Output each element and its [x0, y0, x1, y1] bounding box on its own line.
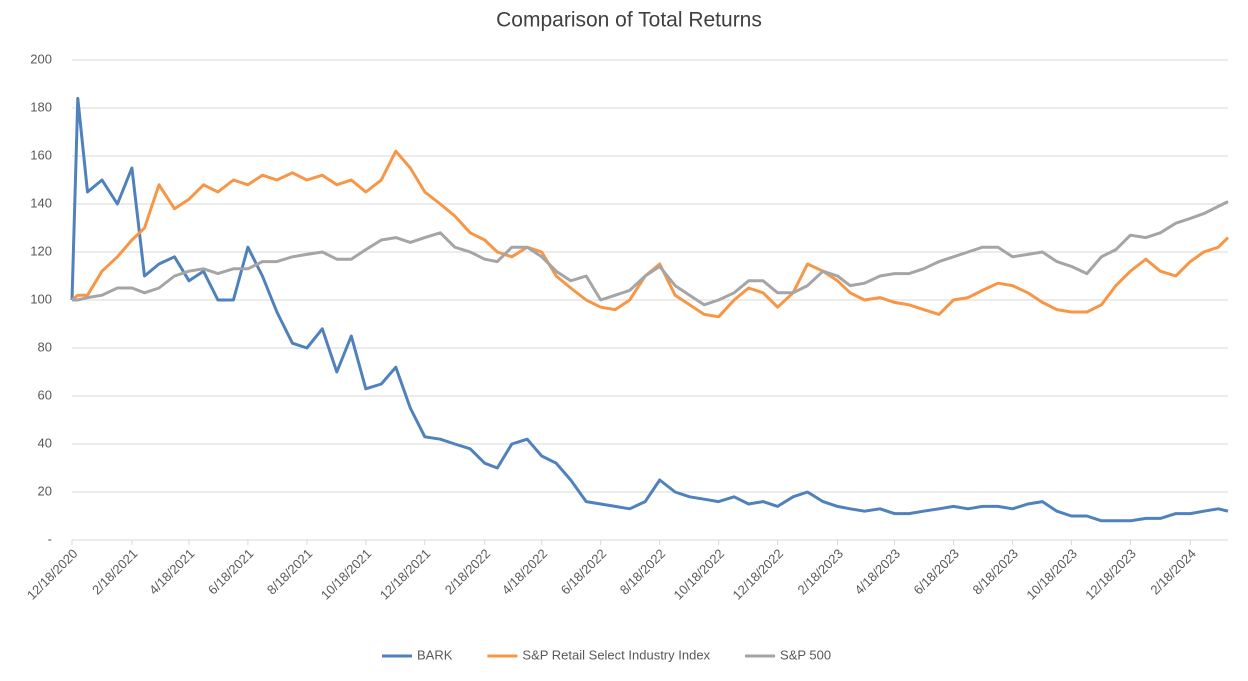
x-tick-label: 12/18/2022	[730, 546, 787, 603]
x-tick-label: 6/18/2021	[205, 546, 257, 598]
x-tick-label: 6/18/2022	[558, 546, 610, 598]
x-tick-label: 12/18/2021	[377, 546, 434, 603]
y-tick-label: -	[48, 531, 52, 546]
y-tick-label: 140	[30, 195, 52, 210]
y-tick-label: 80	[38, 339, 52, 354]
x-tick-label: 8/18/2022	[617, 546, 669, 598]
x-tick-label: 8/18/2021	[264, 546, 316, 598]
legend-label: BARK	[417, 647, 453, 662]
y-tick-label: 40	[38, 435, 52, 450]
x-tick-label: 10/18/2021	[318, 546, 375, 603]
legend-label: S&P 500	[780, 647, 831, 662]
legend: BARK S&P Retail Select Industry Index S&P …	[382, 647, 831, 662]
x-tick-label: 2/18/2023	[795, 546, 847, 598]
y-tick-label: 20	[38, 483, 52, 498]
series-line	[70, 96, 1229, 523]
x-tick-label: 8/18/2023	[970, 546, 1022, 598]
x-tick-label: 12/18/2020	[24, 546, 81, 603]
y-tick-label: 160	[30, 147, 52, 162]
x-tick-label: 2/18/2021	[89, 546, 141, 598]
chart-title: Comparison of Total Returns	[496, 9, 762, 32]
y-tick-label: 200	[30, 51, 52, 66]
x-tick-label: 4/18/2022	[499, 546, 551, 598]
series-line	[71, 149, 1230, 319]
x-tick-label: 2/18/2024	[1147, 546, 1199, 598]
series-line	[72, 200, 1229, 307]
x-tick-label: 2/18/2022	[442, 546, 494, 598]
y-tick-label: 180	[30, 99, 52, 114]
x-tick-label: 10/18/2023	[1023, 546, 1080, 603]
y-tick-label: 60	[38, 387, 52, 402]
x-tick-label: 6/18/2023	[911, 546, 963, 598]
x-tick-label: 12/18/2023	[1082, 546, 1139, 603]
x-tick-label: 4/18/2023	[852, 546, 904, 598]
y-tick-label: 120	[30, 243, 52, 258]
legend-label: S&P Retail Select Industry Index	[522, 647, 710, 662]
x-tick-label: 10/18/2022	[671, 546, 728, 603]
y-tick-label: 100	[30, 291, 52, 306]
x-tick-label: 4/18/2021	[146, 546, 198, 598]
